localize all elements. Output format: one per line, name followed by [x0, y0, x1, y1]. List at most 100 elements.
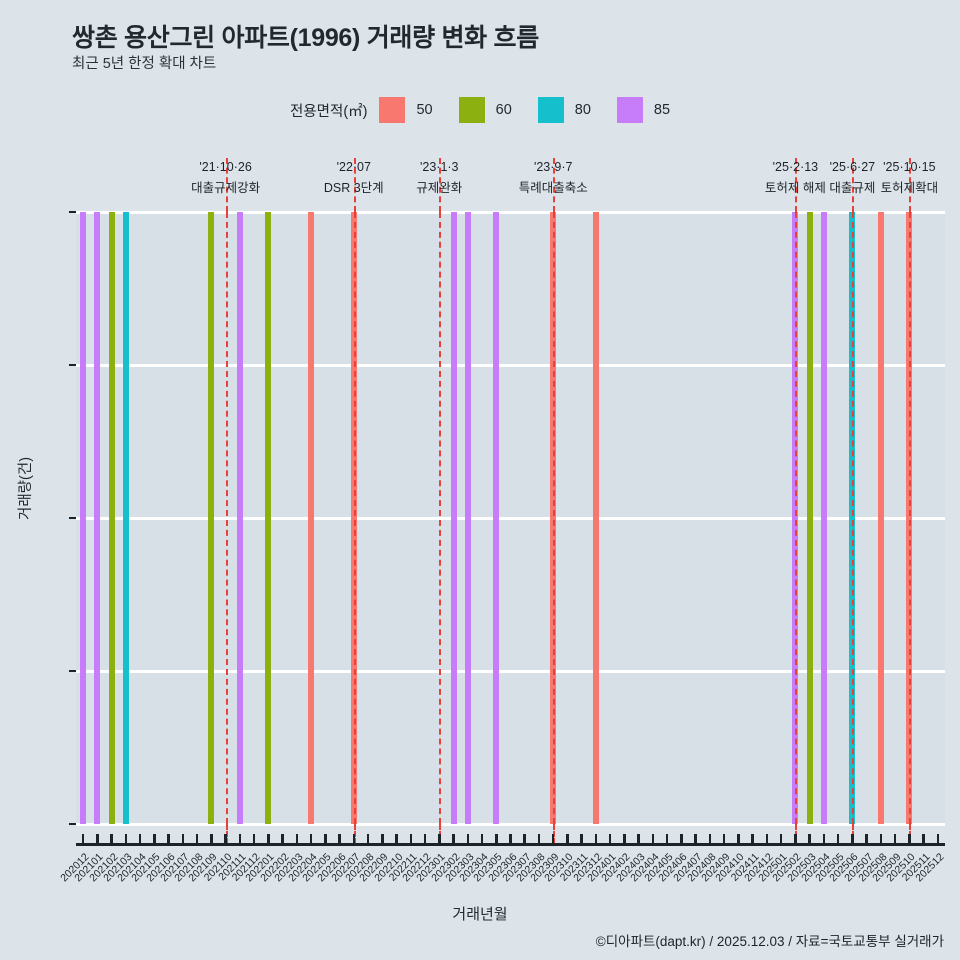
bar-85-202504[interactable]	[820, 212, 827, 824]
y-tick-mark	[69, 211, 76, 213]
bar-60-202109[interactable]	[208, 212, 215, 824]
gridline	[76, 516, 945, 520]
annotation-line-top-202510	[909, 158, 912, 212]
legend-swatch-icon	[537, 97, 564, 123]
footer-credit: ©디아파트(dapt.kr) / 2025.12.03 / 자료=국토교통부 실…	[595, 934, 944, 949]
y-tick-mark	[69, 364, 76, 366]
x-tick-mark	[779, 834, 783, 844]
plot-area	[76, 210, 945, 826]
bar-60-202201[interactable]	[265, 212, 272, 824]
y-tick-mark	[69, 823, 76, 825]
annotation-event: 규제완화	[416, 181, 463, 195]
chart-legend: 전용면적(㎡) 50 60 80 85	[0, 97, 960, 123]
x-tick-mark	[594, 834, 598, 844]
annotation-label-202301: '23·1·3 규제완화	[416, 157, 462, 199]
x-tick-mark	[751, 834, 754, 844]
x-tick-mark	[765, 834, 769, 844]
annotation-line-202510	[909, 212, 912, 824]
x-tick-mark	[210, 834, 213, 844]
x-tick-mark	[808, 834, 811, 844]
x-tick-mark	[352, 834, 356, 844]
bar-85-202111[interactable]	[236, 212, 243, 824]
x-tick-mark	[138, 834, 142, 844]
x-tick-mark	[722, 834, 726, 844]
x-tick-mark	[580, 834, 583, 844]
x-tick-mark	[110, 834, 113, 844]
x-tick-mark	[637, 834, 640, 844]
x-tick-mark	[381, 834, 384, 844]
x-tick-mark	[324, 834, 327, 844]
x-tick-mark	[409, 834, 413, 844]
x-tick-mark	[252, 834, 256, 844]
annotation-date: '21·10·26	[199, 160, 252, 174]
bar-60-202503[interactable]	[806, 212, 813, 824]
x-tick-mark	[537, 834, 541, 844]
x-tick-mark	[879, 834, 883, 844]
bar-85-202302[interactable]	[450, 212, 457, 824]
gridline	[76, 669, 945, 673]
annotation-line-top-202207	[353, 158, 356, 212]
annotation-label-202207: '22·07 DSR 3단계	[324, 157, 384, 199]
annotation-line-202309	[553, 212, 556, 824]
x-tick-mark	[495, 834, 498, 844]
x-tick-mark	[822, 834, 826, 844]
x-tick-mark	[224, 834, 227, 844]
bar-80-202103[interactable]	[122, 212, 129, 824]
x-tick-mark	[851, 834, 854, 844]
x-tick-mark	[195, 834, 199, 844]
x-tick-mark	[737, 834, 740, 844]
x-tick-mark	[623, 834, 626, 844]
bar-85-202101[interactable]	[94, 212, 101, 824]
annotation-date: '23·9·7	[533, 160, 573, 174]
legend-item-85[interactable]: 85	[616, 97, 671, 123]
legend-label: 85	[653, 102, 671, 118]
chart-subtitle: 최근 5년 한정 확대 차트	[72, 56, 217, 72]
x-tick-mark	[466, 834, 469, 844]
legend-label: 80	[574, 102, 591, 118]
bar-85-202012[interactable]	[80, 212, 87, 824]
gridline	[76, 363, 945, 367]
annotation-date: '25·10·15	[883, 160, 936, 174]
legend-item-50[interactable]: 50	[379, 97, 458, 123]
annotation-line-202207	[353, 212, 356, 824]
x-tick-mark	[794, 834, 797, 844]
bar-60-202102[interactable]	[108, 212, 115, 824]
gridline	[76, 822, 945, 826]
x-tick-mark	[523, 834, 526, 844]
x-axis-label: 거래년월	[452, 906, 508, 923]
x-tick-mark	[167, 834, 170, 844]
x-tick-mark	[509, 834, 512, 844]
y-tick-mark	[69, 670, 76, 672]
x-tick-mark	[281, 834, 284, 844]
legend-label: 60	[495, 102, 512, 118]
x-tick-mark	[908, 834, 911, 844]
annotation-line-top-202309	[553, 158, 556, 212]
legend-swatch-icon	[379, 97, 406, 123]
x-tick-mark	[480, 834, 484, 844]
legend-swatch-icon	[458, 97, 485, 123]
bar-50-202312[interactable]	[592, 212, 599, 824]
x-tick-mark	[295, 834, 299, 844]
legend-item-60[interactable]: 60	[458, 97, 538, 123]
annotation-label-202510: '25·10·15 토허제확대	[881, 157, 939, 199]
x-tick-mark	[181, 834, 185, 844]
annotation-event: DSR 3단계	[323, 181, 384, 195]
bar-50-202508[interactable]	[877, 212, 884, 824]
bar-85-202305[interactable]	[493, 212, 500, 824]
legend-item-80[interactable]: 80	[537, 97, 617, 123]
annotation-event: 대출규제	[829, 181, 876, 195]
x-tick-mark	[922, 834, 925, 844]
annotation-label-202110: '21·10·26 대출규제강화	[191, 157, 260, 199]
legend-swatch-icon	[616, 97, 643, 123]
x-tick-mark	[865, 834, 868, 844]
x-tick-mark	[124, 834, 128, 844]
legend-label: 50	[416, 102, 433, 118]
bar-85-202303[interactable]	[464, 212, 471, 824]
x-tick-mark	[338, 834, 341, 844]
x-tick-mark	[452, 834, 455, 844]
bar-50-202204[interactable]	[308, 212, 315, 824]
annotation-line-top-202502	[795, 158, 798, 212]
annotation-line-top-202301	[439, 158, 442, 212]
x-tick-mark	[665, 834, 669, 844]
